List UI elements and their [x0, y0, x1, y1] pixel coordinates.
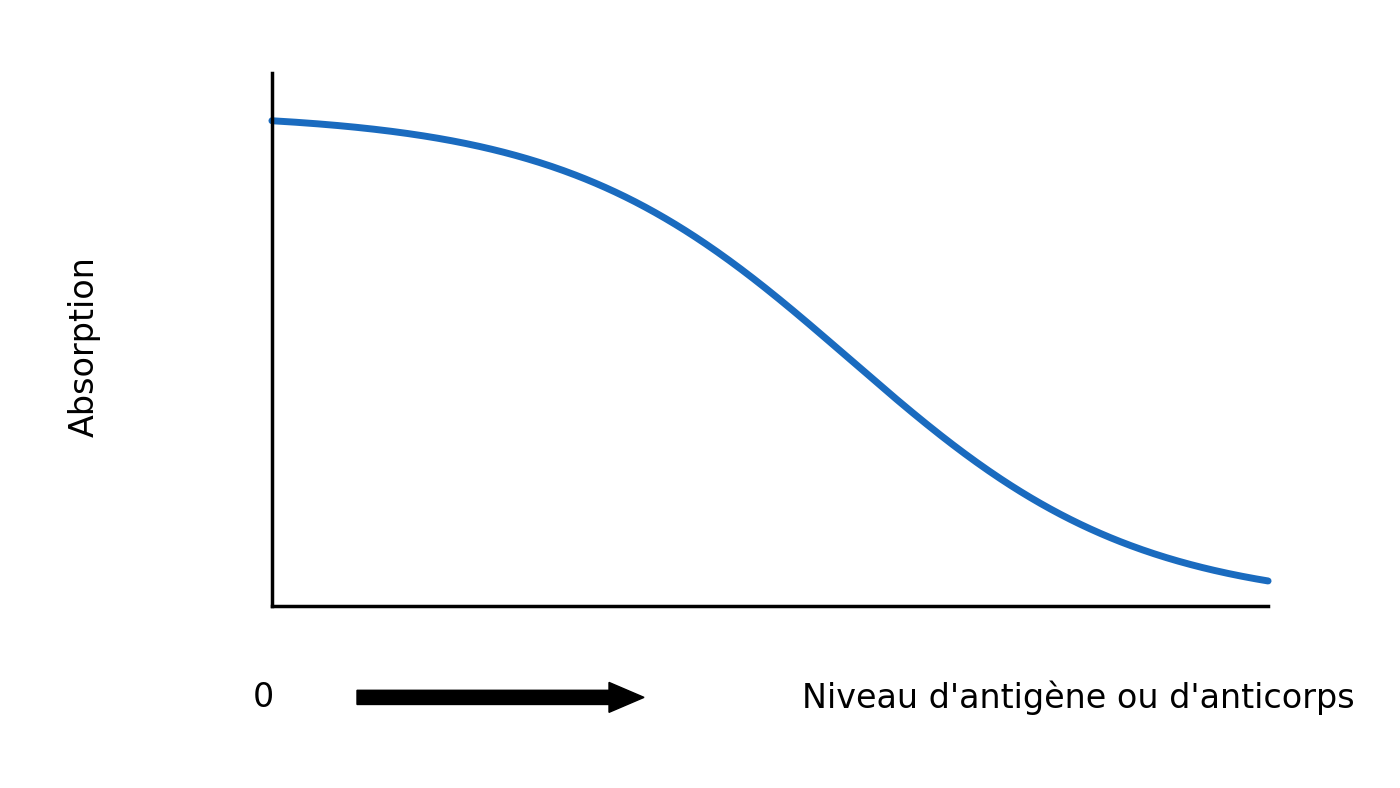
Text: Niveau d'antigène ou d'anticorps: Niveau d'antigène ou d'anticorps — [802, 680, 1354, 715]
Text: Absorption: Absorption — [67, 256, 101, 437]
Text: 0: 0 — [252, 681, 274, 714]
